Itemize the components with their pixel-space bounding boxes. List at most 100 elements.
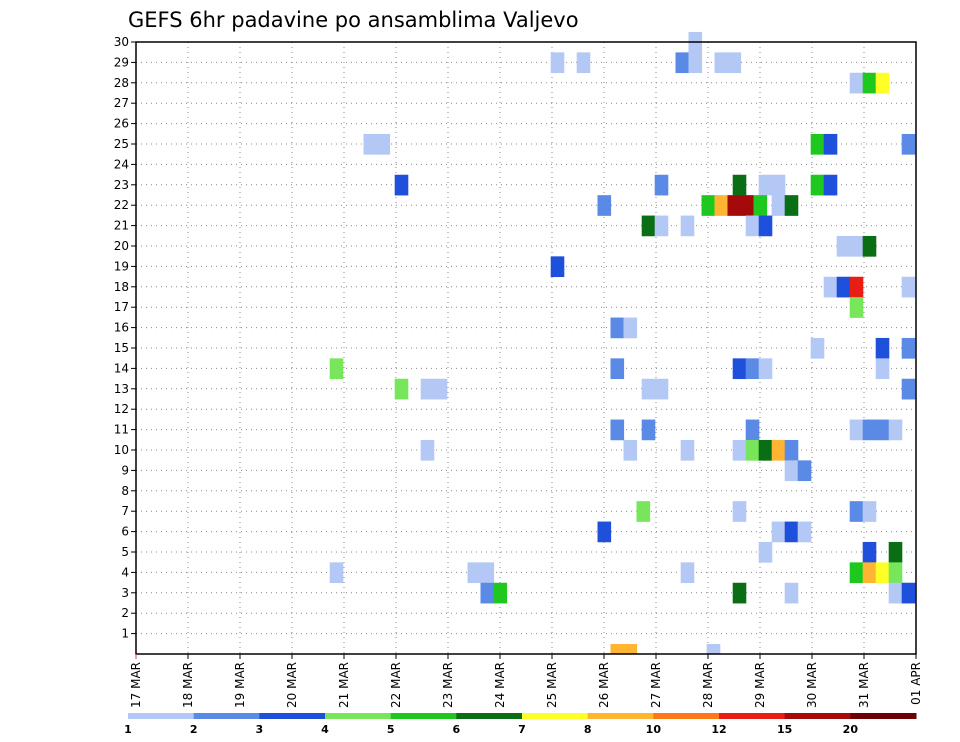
heatmap-cells <box>329 31 916 604</box>
y-tick-label: 14 <box>114 361 129 375</box>
x-tick-label: 26 MAR <box>597 662 611 708</box>
y-tick-label: 11 <box>114 423 129 437</box>
heatmap-cell <box>901 276 916 298</box>
heatmap-cell <box>862 72 877 94</box>
heatmap-cell <box>745 358 760 380</box>
heatmap-cell <box>901 378 916 400</box>
heatmap-cell <box>610 419 625 441</box>
grid-lines <box>135 41 917 654</box>
heatmap-cell <box>732 582 747 604</box>
heatmap-cell <box>597 195 612 216</box>
heatmap-cell <box>610 317 625 339</box>
y-tick-label: 4 <box>121 565 129 579</box>
heatmap-cell <box>467 562 482 584</box>
colorbar-label: 4 <box>321 723 329 736</box>
x-tick-label: 21 MAR <box>337 662 351 708</box>
heatmap-cell <box>641 215 656 237</box>
heatmap-cell <box>901 582 916 604</box>
heatmap-cell <box>727 195 742 216</box>
x-tick-label: 29 MAR <box>753 662 767 708</box>
y-tick-label: 30 <box>114 35 129 49</box>
x-tick-label: 17 MAR <box>129 662 143 708</box>
heatmap-cell <box>758 215 773 237</box>
heatmap-cell <box>810 133 825 155</box>
colorbar-label: 20 <box>843 723 859 736</box>
x-tick-label: 25 MAR <box>545 662 559 708</box>
heatmap-cell <box>862 501 877 522</box>
heatmap-cell <box>376 133 391 155</box>
heatmap-cell <box>623 439 638 461</box>
heatmap-cell <box>888 562 903 584</box>
colorbar-label: 2 <box>190 723 198 736</box>
colorbar-swatch <box>259 713 326 719</box>
heatmap-cell <box>758 541 773 563</box>
heatmap-cell <box>701 195 716 216</box>
heatmap-cell <box>732 439 747 461</box>
heatmap-cell <box>888 419 903 441</box>
colorbar-label: 12 <box>711 723 726 736</box>
colorbar-swatch <box>784 713 851 719</box>
y-axis: 1234567891011121314151617181920212223242… <box>114 35 136 641</box>
colorbar-label: 5 <box>387 723 395 736</box>
y-tick-label: 5 <box>121 545 129 559</box>
heatmap-cell <box>836 276 851 298</box>
x-tick-label: 23 MAR <box>441 662 455 708</box>
heatmap-cell <box>849 501 864 522</box>
colorbar-label: 15 <box>777 723 792 736</box>
colorbar-swatch <box>390 713 457 719</box>
colorbar-swatch <box>193 713 260 719</box>
y-tick-label: 27 <box>114 96 129 110</box>
y-tick-label: 2 <box>121 606 129 620</box>
x-tick-label: 20 MAR <box>285 662 299 708</box>
heatmap-cell <box>727 52 742 74</box>
heatmap-cell <box>810 337 825 359</box>
heatmap-cell <box>836 235 851 257</box>
heatmap-cell <box>849 419 864 441</box>
colorbar: 1 2 3 4 5 6 7 8 10 12 15 20 <box>124 713 917 736</box>
y-tick-label: 12 <box>114 402 129 416</box>
y-tick-label: 8 <box>121 484 129 498</box>
x-tick-label: 28 MAR <box>701 662 715 708</box>
y-tick-label: 28 <box>114 76 129 90</box>
heatmap-cell <box>875 337 890 359</box>
heatmap-cell <box>849 562 864 584</box>
heatmap-cell <box>901 337 916 359</box>
heatmap-cell <box>636 501 651 522</box>
heatmap-cell <box>394 174 409 196</box>
heatmap-cell <box>420 439 435 461</box>
y-tick-label: 18 <box>114 280 129 294</box>
heatmap-cell <box>654 215 669 237</box>
heatmap-cell <box>576 52 591 74</box>
heatmap-cell <box>849 235 864 257</box>
y-tick-label: 3 <box>121 586 129 600</box>
heatmap-cell <box>420 378 435 400</box>
bottom-strip-cell <box>610 644 625 654</box>
heatmap-cell <box>849 72 864 94</box>
y-tick-label: 13 <box>114 382 129 396</box>
y-tick-label: 25 <box>114 137 129 151</box>
colorbar-swatch <box>456 713 523 719</box>
y-tick-label: 21 <box>114 219 129 233</box>
heatmap-cell <box>901 133 916 155</box>
x-tick-label: 01 APR <box>909 662 923 705</box>
colorbar-label: 8 <box>584 723 592 736</box>
heatmap-cell <box>688 52 703 74</box>
heatmap-cell <box>888 541 903 563</box>
colorbar-label: 3 <box>256 723 264 736</box>
heatmap-cell <box>823 133 838 155</box>
colorbar-swatch <box>587 713 654 719</box>
heatmap-cell <box>758 174 773 196</box>
colorbar-label: 10 <box>646 723 662 736</box>
heatmap-cell <box>784 521 799 543</box>
y-tick-label: 1 <box>121 627 129 641</box>
heatmap-cell <box>797 521 812 543</box>
heatmap-cell <box>771 521 786 543</box>
heatmap-cell <box>784 195 799 216</box>
heatmap-cell <box>745 419 760 441</box>
chart-title: GEFS 6hr padavine po ansamblima Valjevo <box>128 8 579 32</box>
y-tick-label: 16 <box>114 321 129 335</box>
heatmap-cell <box>329 562 344 584</box>
heatmap-cell <box>875 72 890 94</box>
heatmap-cell <box>823 174 838 196</box>
y-tick-label: 9 <box>121 463 129 477</box>
